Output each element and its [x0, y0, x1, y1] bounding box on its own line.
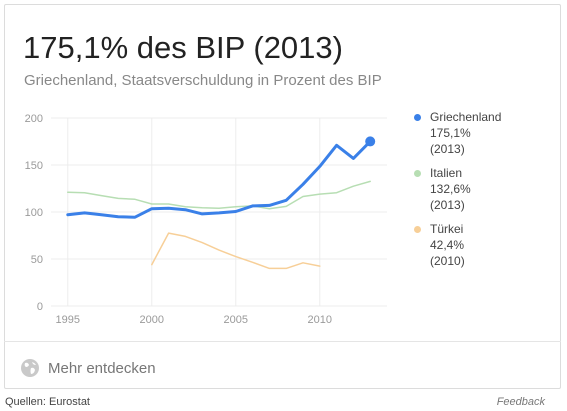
legend-item-italien: Italien 132,6% (2013)	[414, 165, 501, 213]
y-tick-label: 50	[31, 254, 43, 266]
series-endpoint-griechenland	[365, 136, 376, 147]
chart-legend: Griechenland 175,1% (2013) Italien 132,6% (20…	[414, 109, 501, 277]
legend-series-name: Griechenland	[430, 110, 502, 124]
y-tick-label: 150	[25, 160, 43, 172]
series-line-italien	[67, 180, 371, 210]
series-line-t-rkei	[151, 232, 321, 270]
y-tick-label: 0	[37, 301, 43, 313]
y-tick-label: 200	[25, 113, 43, 125]
legend-item-t-rkei: Türkei 42,4% (2010)	[414, 221, 501, 269]
feedback-link[interactable]: Feedback	[496, 396, 545, 408]
legend-swatch	[414, 170, 421, 177]
series-line-griechenland	[66, 139, 372, 219]
globe-icon	[21, 359, 39, 377]
legend-series-name: Italien	[430, 166, 463, 180]
legend-series-value: 132,6%	[430, 182, 471, 196]
chart-subtitle: Griechenland, Staatsverschuldung in Proz…	[24, 72, 382, 89]
legend-series-value: 175,1%	[430, 126, 471, 140]
legend-series-value: 42,4%	[430, 238, 465, 252]
legend-series-year: (2013)	[430, 198, 465, 212]
x-tick-label: 2010	[308, 314, 332, 326]
legend-series-year: (2013)	[430, 142, 465, 156]
explore-more-button[interactable]: Mehr entdecken	[20, 356, 156, 380]
x-tick-label: 2000	[140, 314, 164, 326]
headline-value: 175,1% des BIP (2013)	[23, 30, 343, 65]
source-note: Quellen: Eurostat	[5, 396, 90, 408]
x-tick-label: 2005	[224, 314, 248, 326]
knowledge-card	[4, 4, 561, 389]
y-tick-label: 100	[25, 207, 43, 219]
explore-more-label: Mehr entdecken	[48, 359, 156, 377]
legend-series-year: (2010)	[430, 254, 465, 268]
legend-swatch	[414, 226, 421, 233]
legend-swatch	[414, 114, 421, 121]
x-tick-label: 1995	[56, 314, 80, 326]
legend-item-griechenland: Griechenland 175,1% (2013)	[414, 109, 501, 157]
legend-series-name: Türkei	[430, 222, 464, 236]
card-divider	[4, 341, 561, 342]
